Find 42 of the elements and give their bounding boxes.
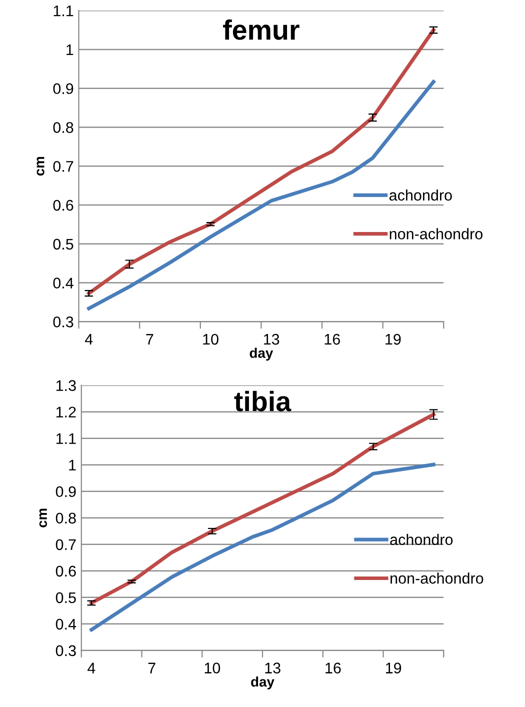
x-tick-label: 7 bbox=[146, 334, 154, 345]
y-tick-label: 0.3 bbox=[53, 316, 74, 328]
x-tick-label: 4 bbox=[88, 662, 96, 674]
y-tick-label: 1 bbox=[69, 460, 76, 470]
y-tick-label: 0.4 bbox=[56, 618, 76, 630]
legend-label: achondro bbox=[390, 534, 453, 546]
x-tick-label: 19 bbox=[386, 334, 401, 345]
chart-title: femur bbox=[223, 19, 300, 40]
y-tick-label: 0.9 bbox=[53, 83, 74, 94]
x-tick-label: 10 bbox=[203, 334, 218, 345]
y-axis-title: cm bbox=[36, 156, 44, 176]
y-axis-title: cm bbox=[39, 508, 47, 528]
y-tick-label: 0.5 bbox=[53, 238, 74, 250]
y-tick-label: 0.6 bbox=[53, 200, 74, 211]
y-tick-label: 0.3 bbox=[56, 645, 76, 656]
y-tick-label: 0.4 bbox=[53, 278, 74, 288]
y-tick-label: 1.1 bbox=[54, 6, 74, 16]
y-tick-label: 1.1 bbox=[56, 433, 76, 444]
x-axis-title: day bbox=[251, 676, 274, 690]
y-tick-label: 1.3 bbox=[56, 380, 76, 391]
y-tick-label: 0.7 bbox=[56, 539, 76, 550]
x-tick-label: 13 bbox=[264, 334, 280, 345]
x-tick-label: 16 bbox=[326, 662, 341, 674]
x-tick-label: 10 bbox=[204, 662, 220, 674]
y-tick-label: 1.2 bbox=[56, 406, 76, 418]
y-tick-label: 1 bbox=[66, 44, 74, 56]
y-tick-label: 0.8 bbox=[53, 122, 74, 133]
x-tick-label: 16 bbox=[324, 334, 340, 345]
y-tick-label: 0.6 bbox=[56, 566, 76, 577]
x-tick-label: 7 bbox=[148, 662, 156, 674]
legend-label: achondro bbox=[389, 189, 452, 201]
y-tick-label: 0.9 bbox=[56, 486, 76, 498]
x-tick-label: 13 bbox=[265, 662, 280, 674]
y-tick-label: 0.5 bbox=[56, 592, 76, 604]
x-tick-label: 4 bbox=[84, 334, 93, 345]
y-tick-label: 0.8 bbox=[56, 512, 76, 524]
chart-title: tibia bbox=[234, 390, 292, 412]
y-tick-label: 0.7 bbox=[53, 161, 74, 172]
legend-label: non-achondro bbox=[390, 572, 484, 584]
x-axis-title: day bbox=[250, 348, 274, 361]
x-tick-label: 19 bbox=[386, 662, 402, 674]
legend-label: non-achondro bbox=[390, 228, 482, 240]
